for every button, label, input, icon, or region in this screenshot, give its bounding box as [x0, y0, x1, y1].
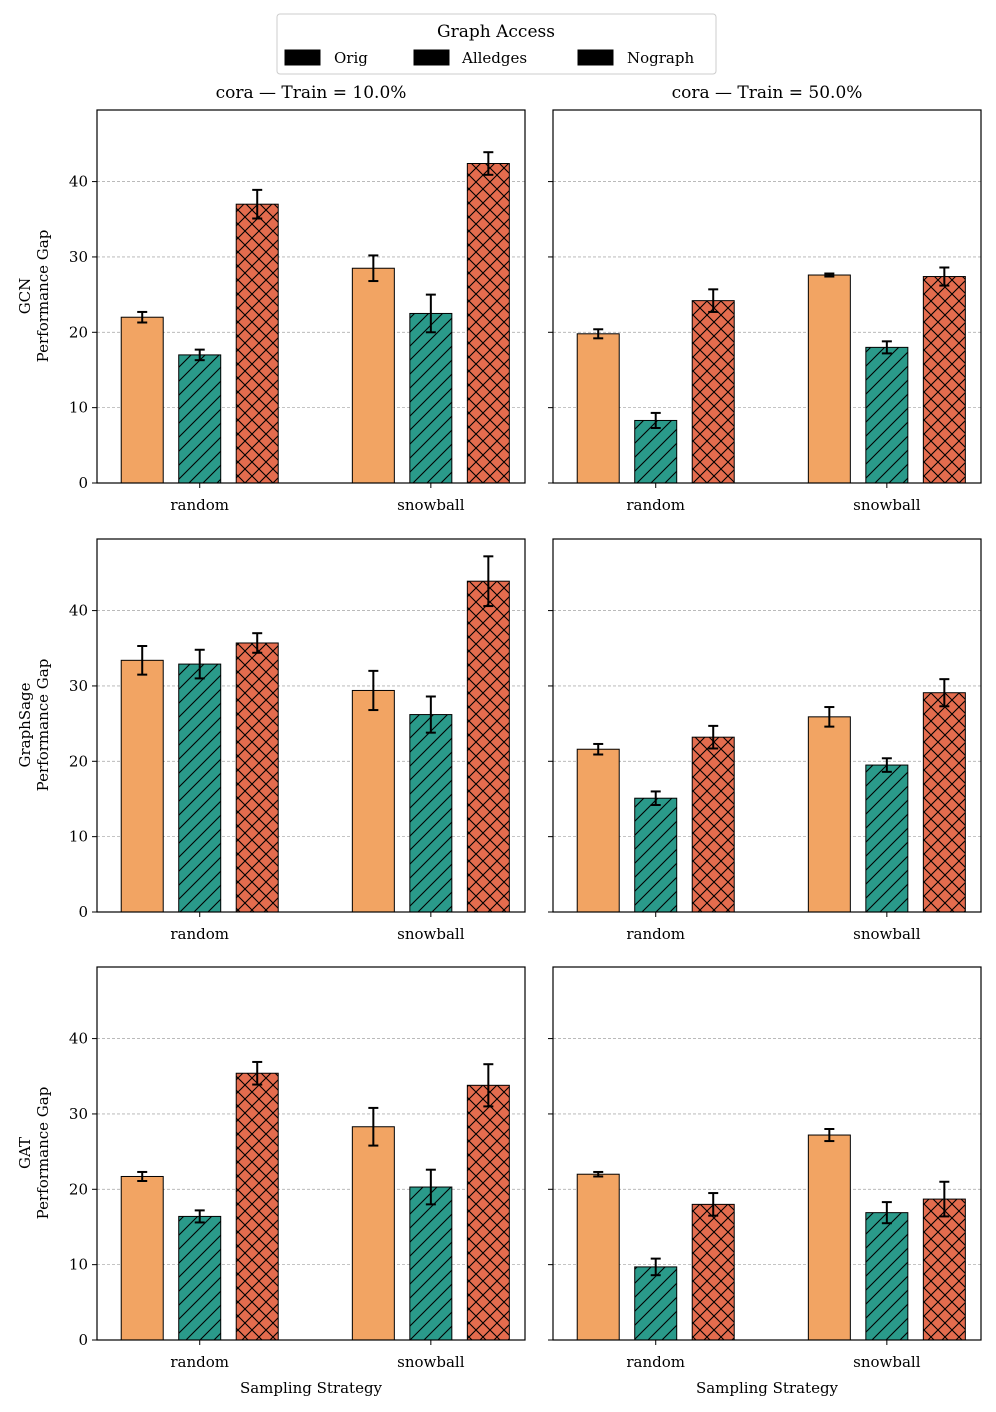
x-tick-label-random: random — [170, 925, 229, 943]
bar-orig-snowball — [808, 717, 850, 912]
x-tick-label-snowball: snowball — [397, 925, 465, 943]
x-tick-label-snowball: snowball — [397, 496, 465, 514]
y-tick-label: 10 — [69, 1256, 88, 1274]
legend-swatch-orig — [285, 50, 320, 65]
bar-nograph-random-hatch — [692, 1204, 734, 1340]
bar-nograph-random-hatch — [692, 301, 734, 483]
bar-orig-snowball — [352, 1127, 394, 1340]
y-tick-label: 10 — [69, 828, 88, 846]
ylabel-graphsage-line1: GraphSage — [16, 682, 34, 767]
x-tick-label-snowball: snowball — [853, 496, 921, 514]
y-tick-label: 20 — [69, 752, 88, 770]
bar-orig-random — [577, 749, 619, 912]
x-tick-label-random: random — [626, 925, 685, 943]
bar-nograph-snowball-hatch — [923, 1199, 965, 1340]
bar-alledges-random-hatch — [179, 1216, 221, 1340]
x-tick-label-random: random — [170, 496, 229, 514]
y-tick-label: 40 — [69, 1030, 88, 1048]
ylabel-graphsage: GraphSage Performance Gap — [16, 659, 52, 792]
x-tick-label-random: random — [170, 1353, 229, 1371]
legend-label-orig: Orig — [334, 49, 368, 67]
bar-nograph-snowball-hatch — [467, 1085, 509, 1340]
bar-orig-snowball — [352, 268, 394, 483]
bar-nograph-random-hatch — [692, 737, 734, 912]
bar-orig-random — [577, 334, 619, 483]
x-tick-label-random: random — [626, 496, 685, 514]
xlabel-right: Sampling Strategy — [696, 1379, 839, 1397]
y-tick-label: 40 — [69, 602, 88, 620]
ylabel-graphsage-line2: Performance Gap — [34, 659, 52, 792]
y-tick-label: 20 — [69, 323, 88, 341]
bar-orig-snowball — [808, 1135, 850, 1340]
y-tick-label: 30 — [69, 248, 88, 266]
bar-nograph-snowball-hatch — [467, 581, 509, 912]
y-tick-label: 10 — [69, 399, 88, 417]
bar-orig-random — [577, 1174, 619, 1340]
panels: 0 10 20 30 40 random snowball random snowball 0 10… — [69, 110, 981, 1371]
legend-swatch-alledges-hatch — [414, 50, 449, 65]
bar-orig-snowball — [808, 275, 850, 483]
bar-alledges-random-hatch — [635, 798, 677, 912]
panel-gcn-train-10-0: 0 10 20 30 40 random snowball — [69, 110, 525, 514]
bar-alledges-snowball-hatch — [866, 765, 908, 912]
bar-orig-random — [121, 317, 163, 483]
y-tick-label: 20 — [69, 1180, 88, 1198]
bar-nograph-snowball-hatch — [467, 164, 509, 483]
legend: Graph Access Orig Alledges Nograph — [277, 14, 716, 74]
bar-alledges-snowball-hatch — [410, 313, 452, 483]
figure: Graph Access Orig Alledges Nograph cora … — [0, 0, 996, 1412]
bar-nograph-random-hatch — [236, 643, 278, 912]
panel-gcn-train-50-0: random snowball — [548, 110, 981, 514]
bar-orig-random — [121, 660, 163, 912]
bar-nograph-snowball-hatch — [923, 277, 965, 483]
panel-gat-train-10-0: 0 10 20 30 40 random snowball — [69, 967, 525, 1371]
ylabel-gat-line1: GAT — [16, 1137, 34, 1169]
bar-nograph-snowball-hatch — [923, 693, 965, 912]
bar-alledges-snowball-hatch — [866, 347, 908, 483]
y-tick-label: 30 — [69, 1105, 88, 1123]
x-tick-label-snowball: snowball — [397, 1353, 465, 1371]
ylabel-gcn-line2: Performance Gap — [34, 230, 52, 363]
panel-gat-train-50-0: random snowball — [548, 967, 981, 1371]
legend-swatch-nograph-hatch — [578, 50, 613, 65]
ylabel-gat: GAT Performance Gap — [16, 1087, 52, 1220]
bar-orig-random — [121, 1176, 163, 1340]
column-title-train-10: cora — Train = 10.0% — [216, 83, 407, 103]
ylabel-gcn: GCN Performance Gap — [16, 230, 52, 363]
bar-alledges-snowball-hatch — [866, 1213, 908, 1340]
bar-orig-snowball — [352, 690, 394, 912]
x-tick-label-random: random — [626, 1353, 685, 1371]
bar-alledges-snowball-hatch — [410, 715, 452, 912]
y-tick-label: 40 — [69, 173, 88, 191]
bar-alledges-random-hatch — [635, 1267, 677, 1340]
x-tick-label-snowball: snowball — [853, 925, 921, 943]
panel-graphsage-train-50-0: random snowball — [548, 539, 981, 943]
bar-alledges-random-hatch — [635, 420, 677, 483]
column-title-train-50: cora — Train = 50.0% — [672, 83, 863, 103]
x-tick-label-snowball: snowball — [853, 1353, 921, 1371]
bar-alledges-snowball-hatch — [410, 1187, 452, 1340]
legend-label-nograph: Nograph — [627, 49, 694, 67]
ylabel-gcn-line1: GCN — [16, 278, 34, 315]
bar-nograph-random-hatch — [236, 204, 278, 483]
legend-label-alledges: Alledges — [461, 49, 527, 67]
panel-graphsage-train-10-0: 0 10 20 30 40 random snowball — [69, 539, 525, 943]
y-tick-label: 30 — [69, 677, 88, 695]
xlabel-left: Sampling Strategy — [240, 1379, 383, 1397]
y-tick-label: 0 — [78, 903, 88, 921]
y-tick-label: 0 — [78, 1331, 88, 1349]
bar-nograph-random-hatch — [236, 1073, 278, 1340]
bar-alledges-random-hatch — [179, 664, 221, 912]
y-tick-label: 0 — [78, 474, 88, 492]
ylabel-gat-line2: Performance Gap — [34, 1087, 52, 1220]
bar-alledges-random-hatch — [179, 355, 221, 483]
legend-title: Graph Access — [437, 22, 555, 42]
